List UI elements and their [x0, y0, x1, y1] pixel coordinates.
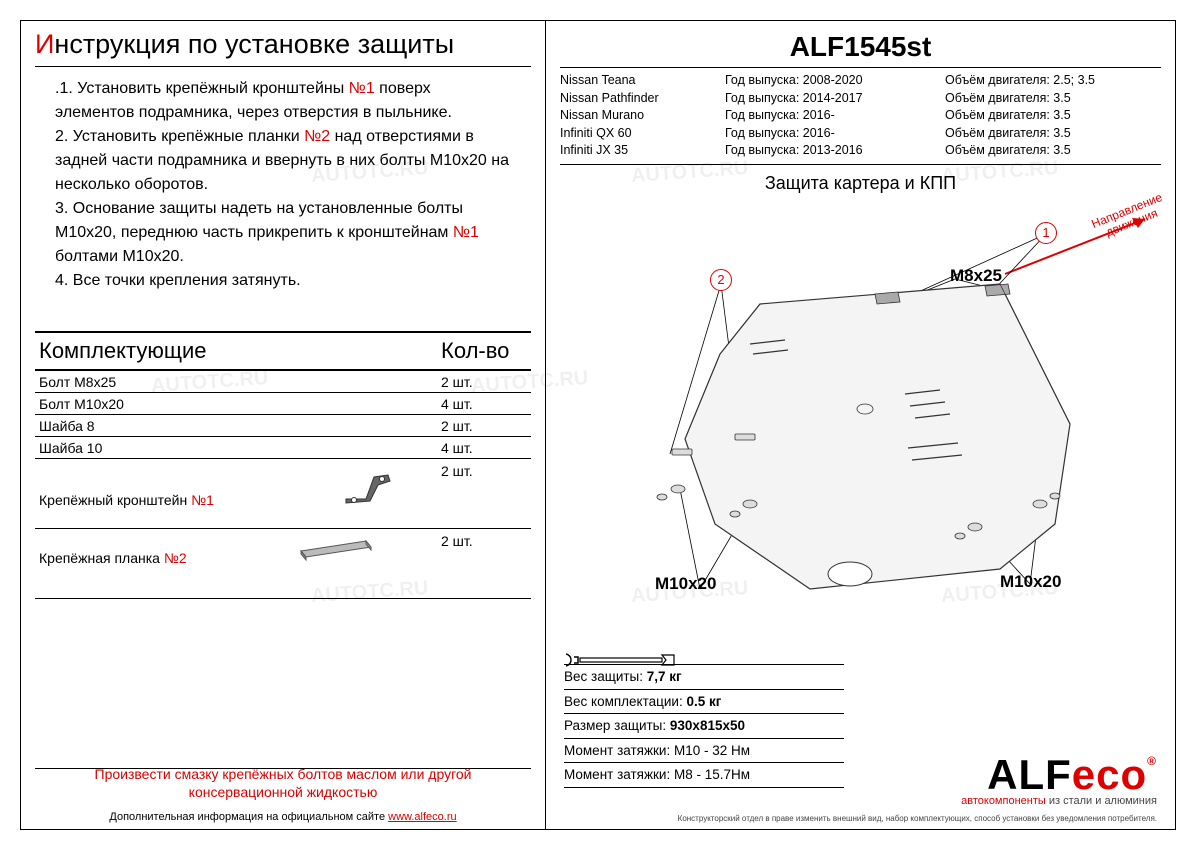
vehicle-years: Год выпуска: 2008-2020 [725, 72, 945, 90]
step2-pre: 2. Установить крепёжные планки [55, 128, 304, 145]
plank-qty: 2 шт. [441, 533, 531, 549]
vehicle-model: Nissan Pathfinder [560, 90, 725, 108]
bracket-ref: №1 [191, 492, 214, 508]
table-row: Болт М10х20 4 шт. [35, 393, 531, 415]
table-row: Крепёжный кронштейн №1 2 шт. [35, 459, 531, 529]
step2-ref: №2 [304, 128, 330, 145]
table-row: Болт М8х25 2 шт. [35, 371, 531, 393]
step3-post: болтами М10х20. [55, 248, 184, 265]
step1-ref: №1 [349, 80, 375, 97]
vehicle-engine: Объём двигателя: 2.5; 3.5 [945, 72, 1161, 90]
components-table: Болт М8х25 2 шт. Болт М10х20 4 шт. Шайба… [35, 371, 531, 599]
bolt-label-top: М8х25 [950, 266, 1002, 286]
torque1: Момент затяжки: М10 - 32 Нм [564, 743, 750, 758]
bracket-icon [338, 463, 398, 505]
diagram-title: Защита картера и КПП [546, 173, 1175, 194]
document-page: AUTOTC.RU AUTOTC.RU AUTOTC.RU AUTOTC.RU … [20, 20, 1176, 830]
vehicle-model: Infiniti QX 60 [560, 125, 725, 143]
footer-left: Дополнительная информация на официальном… [21, 811, 545, 823]
table-row: Крепёжная планка №2 2 шт. [35, 529, 531, 599]
footer-link[interactable]: www.alfeco.ru [388, 811, 456, 823]
model-code: ALF1545st [560, 21, 1161, 68]
comp-name: Болт М10х20 [35, 396, 441, 412]
comp-name: Шайба 8 [35, 418, 441, 434]
bracket-qty: 2 шт. [441, 463, 531, 479]
logo-reg: ® [1147, 754, 1157, 768]
weight-label: Вес защиты: [564, 669, 643, 684]
size-val: 930х815х50 [670, 718, 745, 733]
table-row: Nissan Teana Год выпуска: 2008-2020 Объё… [560, 72, 1161, 90]
plank-icon [291, 533, 381, 563]
vehicle-model: Nissan Murano [560, 107, 725, 125]
kit-weight-label: Вес комплектации: [564, 694, 683, 709]
comp-name: Болт М8х25 [35, 374, 441, 390]
page-title: Инструкция по установке защиты [21, 21, 545, 66]
comp-qty: 2 шт. [441, 374, 531, 390]
components-header-qty: Кол-во [441, 338, 531, 364]
vehicle-model: Infiniti JX 35 [560, 142, 725, 160]
left-column: Инструкция по установке защиты .1. Устан… [21, 21, 546, 829]
vehicle-years: Год выпуска: 2016- [725, 107, 945, 125]
right-column: ALF1545st Nissan Teana Год выпуска: 2008… [546, 21, 1175, 829]
vehicle-years: Год выпуска: 2013-2016 [725, 142, 945, 160]
vehicle-table: Nissan Teana Год выпуска: 2008-2020 Объё… [560, 72, 1161, 165]
comp-qty: 4 шт. [441, 440, 531, 456]
vehicle-years: Год выпуска: 2016- [725, 125, 945, 143]
logo-sub-pre: автокомпоненты [961, 795, 1049, 807]
size-label: Размер защиты: [564, 718, 666, 733]
table-row: Nissan Pathfinder Год выпуска: 2014-2017… [560, 90, 1161, 108]
vehicle-model: Nissan Teana [560, 72, 725, 90]
footer-left-text: Дополнительная информация на официальном… [109, 811, 388, 823]
weight-val: 7,7 кг [647, 669, 682, 684]
vehicle-years: Год выпуска: 2014-2017 [725, 90, 945, 108]
comp-qty: 4 шт. [441, 396, 531, 412]
step4: 4. Все точки крепления затянуть. [55, 272, 301, 289]
logo: ALFeco® автокомпоненты из стали и алюмин… [961, 755, 1157, 807]
instructions-block: .1. Установить крепёжный кронштейны №1 п… [35, 66, 531, 331]
table-row: Infiniti JX 35 Год выпуска: 2013-2016 Об… [560, 142, 1161, 160]
bolt-label-right: М10х20 [1000, 572, 1061, 592]
bracket-name: Крепёжный кронштейн [39, 492, 191, 508]
skid-plate-drawing [560, 194, 1160, 634]
comp-name: Шайба 10 [35, 440, 441, 456]
table-row: Шайба 8 2 шт. [35, 415, 531, 437]
kit-weight-val: 0.5 кг [686, 694, 721, 709]
step1-pre: .1. Установить крепёжный кронштейны [55, 80, 349, 97]
footer-right: Конструкторский отдел в праве изменить в… [564, 814, 1157, 823]
components-header-name: Комплектующие [35, 338, 441, 364]
comp-qty: 2 шт. [441, 418, 531, 434]
torque2: Момент затяжки: М8 - 15.7Нм [564, 767, 750, 782]
logo-sub-post: из стали и алюминия [1049, 795, 1157, 807]
warning-l2: консервационной жидкостью [189, 784, 378, 800]
plank-name: Крепёжная планка [39, 550, 164, 566]
bolt-label-left: М10х20 [655, 574, 716, 594]
step3-pre: 3. Основание защиты надеть на установлен… [55, 200, 463, 241]
vehicle-engine: Объём двигателя: 3.5 [945, 125, 1161, 143]
logo-alf: ALF [987, 751, 1072, 798]
diagram-area: Направление движения [560, 194, 1161, 644]
vehicle-engine: Объём двигателя: 3.5 [945, 142, 1161, 160]
logo-eco: eco [1072, 751, 1147, 798]
table-row: Шайба 10 4 шт. [35, 437, 531, 459]
callout-1: 1 [1035, 222, 1057, 244]
warning-text: Произвести смазку крепёжных болтов масло… [21, 765, 545, 801]
table-row: Nissan Murano Год выпуска: 2016- Объём д… [560, 107, 1161, 125]
warning-l1: Произвести смазку крепёжных болтов масло… [95, 766, 472, 782]
table-row: Infiniti QX 60 Год выпуска: 2016- Объём … [560, 125, 1161, 143]
vehicle-engine: Объём двигателя: 3.5 [945, 107, 1161, 125]
components-header: Комплектующие Кол-во [35, 331, 531, 371]
title-accent: И [35, 29, 54, 59]
plank-ref: №2 [164, 550, 187, 566]
specs-block: Вес защиты: 7,7 кг Вес комплектации: 0.5… [564, 663, 844, 789]
callout-2: 2 [710, 269, 732, 291]
vehicle-engine: Объём двигателя: 3.5 [945, 90, 1161, 108]
step3-ref: №1 [453, 224, 479, 241]
title-rest: нструкция по установке защиты [54, 29, 454, 59]
